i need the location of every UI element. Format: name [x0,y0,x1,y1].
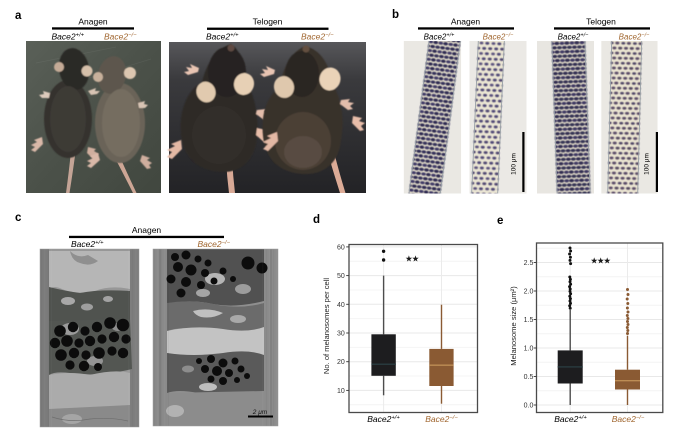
svg-text:Bace2−/−: Bace2−/− [301,32,334,42]
svg-text:Melanosome size (μm²): Melanosome size (μm²) [509,286,518,366]
svg-text:d: d [313,214,320,226]
svg-text:1.5: 1.5 [524,317,534,324]
svg-text:a: a [15,10,22,22]
svg-text:Bace2−/−: Bace2−/− [425,414,458,424]
svg-text:Bace2−/−: Bace2−/− [198,239,231,249]
svg-text:Bace2+/+: Bace2+/+ [206,32,239,42]
svg-text:Telogen: Telogen [586,17,616,27]
svg-text:e: e [497,215,503,227]
svg-text:Bace2+/+: Bace2+/+ [554,414,587,424]
svg-text:Anagen: Anagen [78,17,108,27]
svg-text:c: c [15,212,22,224]
svg-text:40: 40 [337,302,345,309]
svg-text:Anagen: Anagen [451,17,481,27]
svg-text:Bace2+/+: Bace2+/+ [52,32,85,42]
svg-text:Bace2−/−: Bace2−/− [483,33,514,42]
svg-text:2.0: 2.0 [524,289,534,296]
svg-text:1.0: 1.0 [524,346,534,353]
svg-text:Anagen: Anagen [132,225,162,235]
svg-text:20: 20 [337,359,345,366]
svg-text:Bace2+/−: Bace2+/− [558,33,589,42]
svg-text:100 μm: 100 μm [644,153,651,175]
svg-text:No. of melanosomes per cell: No. of melanosomes per cell [322,278,331,375]
svg-text:Bace2+/+: Bace2+/+ [71,239,104,249]
svg-text:0.5: 0.5 [524,374,534,381]
svg-text:Bace2+/+: Bace2+/+ [367,414,400,424]
svg-text:b: b [392,9,399,21]
svg-text:2.5: 2.5 [524,260,534,267]
svg-text:Telogen: Telogen [253,17,283,27]
svg-text:10: 10 [337,388,345,395]
svg-text:60: 60 [337,244,345,251]
svg-text:Bace2−/−: Bace2−/− [619,33,650,42]
svg-text:30: 30 [337,331,345,338]
svg-text:Bace2−/−: Bace2−/− [104,32,137,42]
svg-text:0.0: 0.0 [524,403,534,410]
svg-text:Bace2−/−: Bace2−/− [612,414,645,424]
svg-text:Bace2+/+: Bace2+/+ [424,33,455,42]
svg-text:50: 50 [337,273,345,280]
svg-text:100 μm: 100 μm [511,153,518,175]
svg-text:2 μm: 2 μm [252,409,268,416]
